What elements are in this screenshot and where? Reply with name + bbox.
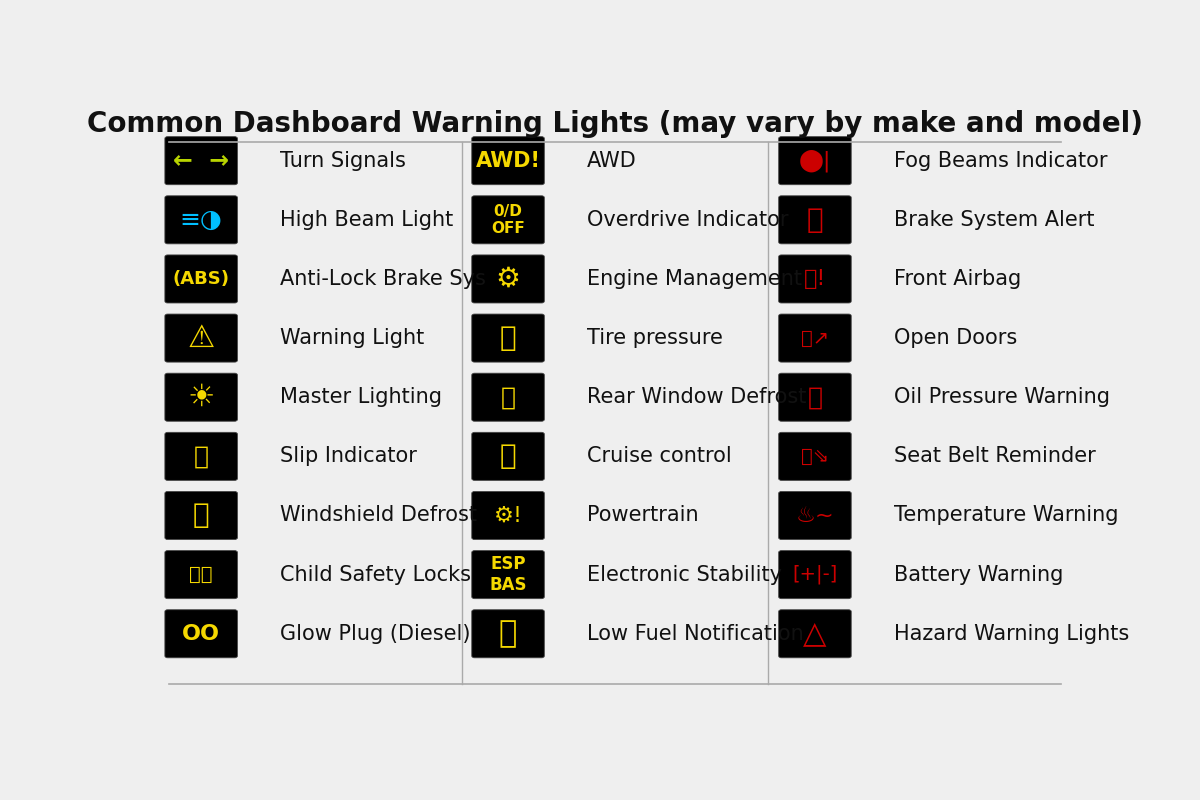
Text: ≡◑: ≡◑ xyxy=(180,208,222,232)
Text: Cruise control: Cruise control xyxy=(587,446,732,466)
Text: Overdrive Indicator: Overdrive Indicator xyxy=(587,210,788,230)
Text: Powertrain: Powertrain xyxy=(587,506,698,526)
Text: 🔒🔓: 🔒🔓 xyxy=(190,565,212,584)
FancyBboxPatch shape xyxy=(779,314,851,362)
FancyBboxPatch shape xyxy=(779,491,851,539)
FancyBboxPatch shape xyxy=(164,610,238,658)
Text: Anti-Lock Brake Sys: Anti-Lock Brake Sys xyxy=(281,269,486,289)
Text: Windshield Defrost: Windshield Defrost xyxy=(281,506,478,526)
FancyBboxPatch shape xyxy=(164,432,238,480)
Text: △: △ xyxy=(803,619,827,648)
Text: High Beam Light: High Beam Light xyxy=(281,210,454,230)
FancyBboxPatch shape xyxy=(472,373,545,422)
Text: ⎖: ⎖ xyxy=(500,386,516,410)
Text: AWD!: AWD! xyxy=(475,150,540,170)
FancyBboxPatch shape xyxy=(164,314,238,362)
FancyBboxPatch shape xyxy=(472,432,545,480)
Text: Oil Pressure Warning: Oil Pressure Warning xyxy=(894,387,1110,407)
FancyBboxPatch shape xyxy=(472,314,545,362)
FancyBboxPatch shape xyxy=(779,373,851,422)
Text: OO: OO xyxy=(182,624,220,644)
FancyBboxPatch shape xyxy=(779,432,851,480)
FancyBboxPatch shape xyxy=(472,550,545,598)
FancyBboxPatch shape xyxy=(472,491,545,539)
Text: Front Airbag: Front Airbag xyxy=(894,269,1021,289)
Text: Seat Belt Reminder: Seat Belt Reminder xyxy=(894,446,1096,466)
Text: ⚙: ⚙ xyxy=(496,265,521,293)
Text: Warning Light: Warning Light xyxy=(281,328,425,348)
Text: [+|-]: [+|-] xyxy=(792,565,838,584)
FancyBboxPatch shape xyxy=(779,137,851,185)
Text: Open Doors: Open Doors xyxy=(894,328,1018,348)
Text: Temperature Warning: Temperature Warning xyxy=(894,506,1118,526)
FancyBboxPatch shape xyxy=(472,610,545,658)
FancyBboxPatch shape xyxy=(164,550,238,598)
Text: Master Lighting: Master Lighting xyxy=(281,387,443,407)
Text: ⍤: ⍤ xyxy=(193,444,209,468)
Text: Hazard Warning Lights: Hazard Warning Lights xyxy=(894,624,1129,644)
Text: Common Dashboard Warning Lights (may vary by make and model): Common Dashboard Warning Lights (may var… xyxy=(88,110,1142,138)
Text: 🕵: 🕵 xyxy=(808,386,822,410)
Text: Low Fuel Notification: Low Fuel Notification xyxy=(587,624,804,644)
FancyBboxPatch shape xyxy=(779,255,851,303)
Text: ESP
BAS: ESP BAS xyxy=(490,555,527,594)
FancyBboxPatch shape xyxy=(164,491,238,539)
Text: ⚠: ⚠ xyxy=(187,323,215,353)
Text: AWD: AWD xyxy=(587,150,637,170)
Text: Brake System Alert: Brake System Alert xyxy=(894,210,1094,230)
Text: ☀: ☀ xyxy=(187,382,215,412)
Text: Tire pressure: Tire pressure xyxy=(587,328,722,348)
Text: (ABS): (ABS) xyxy=(173,270,229,288)
Text: ⓘ: ⓘ xyxy=(806,206,823,234)
Text: Rear Window Defrost: Rear Window Defrost xyxy=(587,387,806,407)
FancyBboxPatch shape xyxy=(779,610,851,658)
Text: Fog Beams Indicator: Fog Beams Indicator xyxy=(894,150,1108,170)
Text: ⬤|: ⬤| xyxy=(799,150,832,172)
Text: ⦻: ⦻ xyxy=(193,502,210,530)
Text: ⓘ: ⓘ xyxy=(499,324,516,352)
FancyBboxPatch shape xyxy=(164,196,238,244)
FancyBboxPatch shape xyxy=(164,373,238,422)
Text: Battery Warning: Battery Warning xyxy=(894,565,1063,585)
FancyBboxPatch shape xyxy=(164,255,238,303)
FancyBboxPatch shape xyxy=(472,255,545,303)
FancyBboxPatch shape xyxy=(779,550,851,598)
Text: Child Safety Locks: Child Safety Locks xyxy=(281,565,472,585)
Text: 👤!: 👤! xyxy=(804,269,826,289)
Text: Engine Management: Engine Management xyxy=(587,269,802,289)
Text: 0/D
OFF: 0/D OFF xyxy=(491,204,524,236)
Text: Slip Indicator: Slip Indicator xyxy=(281,446,418,466)
Text: ⛽: ⛽ xyxy=(499,619,517,648)
Text: ⚙!: ⚙! xyxy=(493,506,522,526)
FancyBboxPatch shape xyxy=(472,196,545,244)
FancyBboxPatch shape xyxy=(164,137,238,185)
Text: 👤⇘: 👤⇘ xyxy=(800,447,829,466)
Text: ⦾: ⦾ xyxy=(499,442,516,470)
Text: ←  →: ← → xyxy=(173,149,229,173)
Text: Glow Plug (Diesel): Glow Plug (Diesel) xyxy=(281,624,470,644)
Text: ♨~: ♨~ xyxy=(796,506,834,526)
FancyBboxPatch shape xyxy=(779,196,851,244)
Text: 🚗↗: 🚗↗ xyxy=(800,329,829,347)
Text: Turn Signals: Turn Signals xyxy=(281,150,406,170)
FancyBboxPatch shape xyxy=(472,137,545,185)
Text: Electronic Stability: Electronic Stability xyxy=(587,565,782,585)
